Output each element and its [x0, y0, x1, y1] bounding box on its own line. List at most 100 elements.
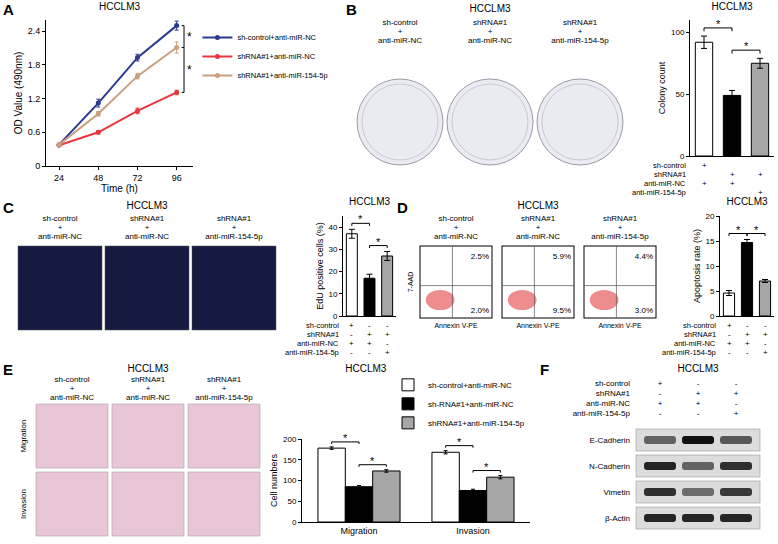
svg-text:+: +: [488, 27, 493, 36]
svg-text:-: -: [659, 389, 662, 398]
svg-text:anti-miR-NC: anti-miR-NC: [434, 232, 478, 241]
svg-text:*: *: [187, 30, 192, 44]
svg-text:shRNA#1: shRNA#1: [207, 375, 242, 384]
svg-text:anti-miR-NC: anti-miR-NC: [50, 393, 94, 402]
svg-text:-: -: [764, 321, 767, 330]
svg-text:-: -: [386, 321, 389, 330]
svg-text:+: +: [758, 188, 763, 197]
svg-text:9.5%: 9.5%: [553, 306, 571, 315]
svg-text:+: +: [578, 27, 583, 36]
svg-text:shRNA#1+anti-miR-154-5p: shRNA#1+anti-miR-154-5p: [428, 419, 525, 428]
svg-text:-: -: [735, 379, 738, 388]
svg-text:C: C: [3, 199, 14, 216]
svg-text:+: +: [349, 339, 354, 348]
svg-text:sh-control+anti-miR-NC: sh-control+anti-miR-NC: [237, 33, 316, 42]
svg-text:anti-miR-NC: anti-miR-NC: [468, 36, 512, 45]
svg-text:+: +: [232, 223, 237, 232]
svg-text:*: *: [358, 213, 363, 225]
svg-text:sh-control: sh-control: [306, 321, 339, 330]
svg-text:E-Cadherin: E-Cadherin: [590, 436, 630, 445]
svg-text:Colony count: Colony count: [657, 61, 667, 114]
svg-text:5.9%: 5.9%: [553, 252, 571, 261]
svg-text:20: 20: [705, 212, 714, 221]
svg-text:1.8: 1.8: [28, 60, 41, 70]
svg-text:96: 96: [172, 173, 182, 183]
svg-text:Annexin V-PE: Annexin V-PE: [598, 322, 642, 329]
svg-text:0: 0: [333, 312, 338, 321]
svg-text:β-Actin: β-Actin: [605, 514, 630, 523]
svg-text:Cell numbers: Cell numbers: [269, 453, 279, 507]
svg-text:10: 10: [705, 262, 714, 271]
svg-text:+: +: [398, 27, 403, 36]
svg-text:Time (h): Time (h): [101, 183, 138, 194]
svg-text:+: +: [536, 223, 541, 232]
svg-text:+: +: [70, 384, 75, 393]
svg-text:*: *: [484, 461, 489, 473]
svg-text:-: -: [764, 339, 767, 348]
svg-text:*: *: [744, 40, 749, 52]
svg-text:Migration: Migration: [19, 420, 28, 453]
svg-text:sh-control: sh-control: [683, 321, 716, 330]
svg-text:B: B: [346, 1, 357, 18]
svg-text:*: *: [736, 224, 741, 236]
svg-text:OD Value (490nm): OD Value (490nm): [13, 52, 24, 135]
svg-text:+: +: [730, 170, 735, 179]
svg-text:-: -: [697, 409, 700, 418]
svg-text:-: -: [735, 399, 738, 408]
svg-text:anti-miR-154-5p: anti-miR-154-5p: [195, 393, 253, 402]
svg-text:Invasion: Invasion: [19, 489, 28, 519]
svg-text:+: +: [618, 223, 623, 232]
svg-text:shRNA#1: shRNA#1: [603, 214, 638, 223]
svg-text:100: 100: [283, 476, 297, 485]
svg-text:+: +: [658, 379, 663, 388]
svg-text:sh-RNA#1+anti-miR-NC: sh-RNA#1+anti-miR-NC: [428, 400, 514, 409]
svg-text:5: 5: [710, 287, 715, 296]
svg-text:+: +: [367, 339, 372, 348]
svg-text:+: +: [702, 179, 707, 188]
svg-text:-: -: [746, 348, 749, 357]
svg-text:shRNA#1+anti-miR-154-5p: shRNA#1+anti-miR-154-5p: [237, 71, 327, 80]
svg-text:HCCLM3: HCCLM3: [469, 3, 511, 14]
svg-text:Vimetin: Vimetin: [603, 488, 630, 497]
svg-text:sh-control: sh-control: [438, 214, 473, 223]
svg-text:+: +: [385, 348, 390, 357]
svg-text:+: +: [385, 330, 390, 339]
svg-text:+: +: [696, 389, 701, 398]
svg-text:shRNA#1: shRNA#1: [596, 389, 631, 398]
svg-text:150: 150: [283, 456, 297, 465]
svg-text:-: -: [746, 321, 749, 330]
svg-text:HCCLM3: HCCLM3: [349, 196, 391, 207]
svg-text:Annexin V-PE: Annexin V-PE: [516, 322, 560, 329]
svg-text:*: *: [457, 436, 462, 448]
svg-text:HCCLM3: HCCLM3: [711, 1, 753, 12]
svg-text:F: F: [540, 361, 549, 378]
svg-text:+: +: [454, 223, 459, 232]
svg-text:HCCLM3: HCCLM3: [99, 1, 141, 12]
svg-text:Migration: Migration: [340, 526, 377, 536]
svg-text:shRNA#1: shRNA#1: [684, 330, 716, 339]
svg-text:anti-miR-NC: anti-miR-NC: [125, 232, 169, 241]
svg-text:72: 72: [132, 173, 142, 183]
svg-text:anti-miR-154-5p: anti-miR-154-5p: [662, 348, 716, 357]
svg-text:+: +: [763, 348, 768, 357]
svg-text:0: 0: [710, 312, 715, 321]
svg-text:7-AAD: 7-AAD: [407, 272, 414, 293]
svg-text:sh-control: sh-control: [42, 214, 77, 223]
svg-text:24: 24: [54, 173, 64, 183]
svg-text:HCCLM3: HCCLM3: [726, 196, 768, 207]
svg-text:+: +: [367, 330, 372, 339]
svg-text:HCCLM3: HCCLM3: [517, 200, 559, 211]
svg-text:2.0%: 2.0%: [471, 306, 489, 315]
svg-text:+: +: [146, 384, 151, 393]
svg-text:+: +: [222, 384, 227, 393]
svg-text:D: D: [397, 199, 408, 216]
svg-text:shRNA#1: shRNA#1: [131, 375, 166, 384]
svg-text:0: 0: [292, 518, 297, 527]
svg-text:-: -: [659, 409, 662, 418]
svg-text:50: 50: [675, 90, 684, 99]
svg-text:anti-miR-NC: anti-miR-NC: [297, 339, 339, 348]
svg-text:*: *: [754, 224, 759, 236]
svg-text:anti-miR-NC: anti-miR-NC: [586, 399, 630, 408]
svg-text:anti-miR-NC: anti-miR-NC: [674, 339, 716, 348]
svg-text:shRNA#1: shRNA#1: [130, 214, 165, 223]
